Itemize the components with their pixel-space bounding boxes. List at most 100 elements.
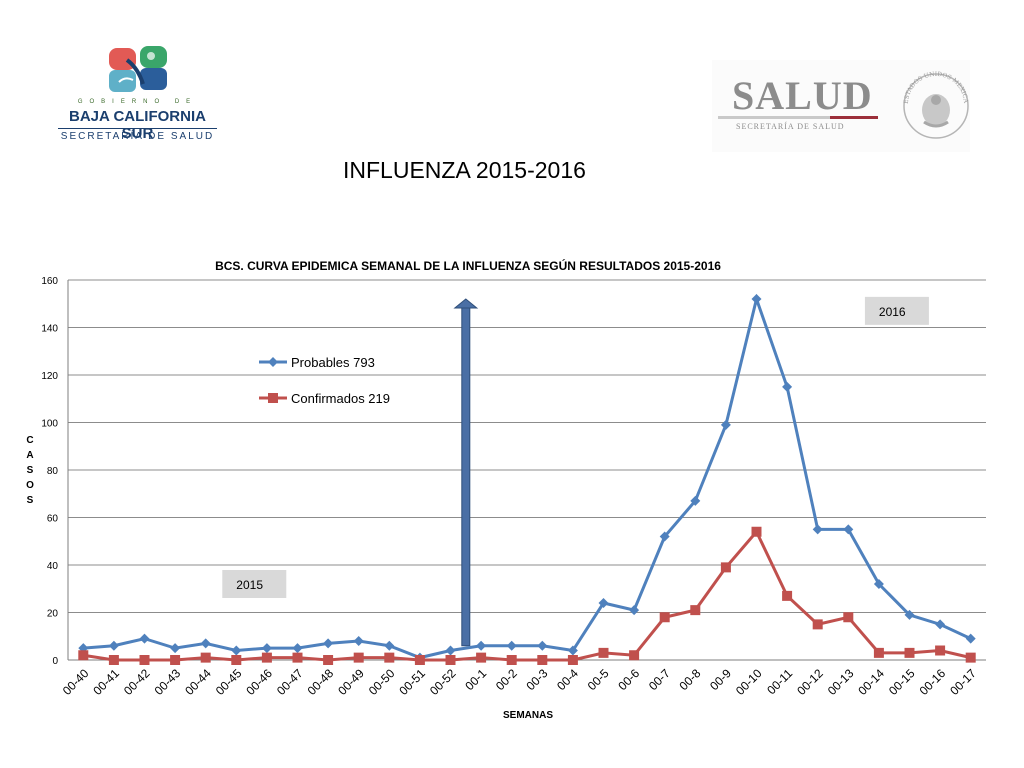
y-axis-label-letter: A [26, 450, 33, 461]
y-tick-label: 80 [47, 466, 59, 477]
square-marker [445, 655, 456, 665]
x-tick-label: 00-40 [60, 666, 92, 698]
x-axis-label: SEMANAS [503, 710, 553, 721]
square-marker [812, 619, 823, 630]
diamond-marker [629, 605, 640, 616]
square-marker [782, 590, 793, 601]
x-tick-label: 00-16 [917, 666, 949, 698]
y-tick-label: 0 [52, 656, 58, 667]
square-marker [268, 393, 278, 403]
square-marker [720, 562, 731, 573]
square-marker [843, 612, 854, 623]
square-marker [659, 612, 670, 623]
diamond-marker [751, 294, 762, 304]
x-tick-label: 00-41 [90, 666, 122, 698]
diamond-marker [108, 640, 119, 651]
x-tick-label: 00-47 [274, 666, 306, 698]
square-marker [261, 652, 272, 663]
x-tick-label: 00-4 [554, 666, 581, 693]
diamond-marker [506, 640, 517, 651]
arrow-shaft [461, 306, 471, 647]
diamond-marker [200, 638, 211, 649]
square-marker [598, 647, 609, 658]
x-axis-ticks: 00-4000-4100-4200-4300-4400-4500-4600-47… [60, 666, 979, 698]
x-tick-label: 00-50 [366, 666, 398, 698]
x-tick-label: 00-2 [493, 666, 520, 693]
diamond-marker [139, 633, 150, 644]
x-tick-label: 00-42 [121, 666, 153, 698]
series-line [83, 529, 972, 662]
diamond-marker [476, 640, 487, 651]
diamond-marker [268, 357, 278, 367]
diamond-marker [904, 609, 915, 620]
arrow-head [453, 298, 479, 309]
x-tick-label: 00-46 [243, 666, 275, 698]
square-marker [690, 605, 701, 616]
series-line [83, 293, 972, 660]
square-marker [965, 652, 976, 663]
annotation-box [222, 570, 287, 598]
square-marker [231, 655, 242, 665]
y-tick-label: 160 [41, 276, 58, 287]
square-marker [629, 650, 640, 661]
square-marker [353, 652, 364, 663]
x-tick-label: 00-5 [585, 666, 612, 693]
square-marker [292, 652, 303, 663]
x-tick-label: 00-14 [855, 666, 887, 698]
square-marker [751, 526, 762, 537]
diamond-marker [782, 381, 793, 392]
y-tick-label: 100 [41, 419, 58, 430]
diamond-marker [384, 640, 395, 651]
square-marker [873, 647, 884, 658]
bcs-department-name: SECRETARÍA DE SALUD [60, 131, 215, 142]
diamond-marker [323, 638, 334, 649]
bcs-state-emblem-icon [109, 46, 167, 92]
square-marker [935, 645, 946, 656]
series [78, 293, 976, 665]
x-tick-label: 00-51 [396, 666, 428, 698]
square-marker [139, 655, 150, 665]
y-tick-label: 20 [47, 609, 59, 620]
diamond-marker [353, 636, 364, 646]
salud-wordmark: SALUD [732, 73, 873, 118]
square-marker [323, 655, 334, 665]
x-tick-label: 00-1 [462, 666, 489, 693]
salud-department-name: SECRETARÍA DE SALUD [736, 122, 845, 131]
y-axis-ticks: 0 20 40 60 80 100 120 140 160 [41, 276, 58, 667]
x-tick-label: 00-13 [825, 666, 857, 698]
salud-color-bar [718, 116, 878, 119]
x-tick-label: 00-12 [794, 666, 826, 698]
series-probables [78, 293, 976, 663]
diamond-marker [170, 643, 181, 654]
y-axis-label-letter: S [27, 465, 34, 476]
annotation-label: 2016 [879, 305, 906, 319]
x-tick-label: 00-15 [886, 666, 918, 698]
year-divider-arrow [453, 298, 479, 647]
x-tick-label: 00-6 [615, 666, 642, 693]
gridlines [67, 279, 986, 661]
x-tick-label: 00-3 [524, 666, 551, 693]
legend-label: Confirmados 219 [291, 391, 390, 406]
diamond-marker [261, 643, 272, 654]
bcs-logo-rule [58, 128, 217, 129]
y-tick-label: 140 [41, 324, 58, 335]
bcs-state-name: BAJA CALIFORNIA SUR [69, 108, 206, 142]
diamond-marker [598, 598, 609, 608]
diamond-marker [935, 619, 946, 630]
x-tick-label: 00-9 [707, 666, 734, 693]
x-tick-label: 00-8 [677, 666, 704, 693]
bcs-logo: GOBIERNO DE BAJA CALIFORNIA SUR SECRETAR… [55, 42, 220, 147]
square-marker [506, 655, 517, 665]
diamond-marker [690, 495, 701, 506]
x-tick-label: 00-48 [305, 666, 337, 698]
legend: Probables 793 Confirmados 219 [259, 355, 390, 406]
x-tick-label: 00-17 [947, 666, 979, 698]
x-tick-label: 00-52 [427, 666, 459, 698]
legend-label: Probables 793 [291, 355, 375, 370]
annotation-box [864, 296, 929, 325]
y-tick-label: 120 [41, 371, 58, 382]
y-axis-label-letter: C [26, 435, 33, 446]
square-marker [476, 652, 487, 663]
salud-logo: SALUD SECRETARÍA DE SALUD ESTADOS UNIDOS… [712, 60, 970, 152]
